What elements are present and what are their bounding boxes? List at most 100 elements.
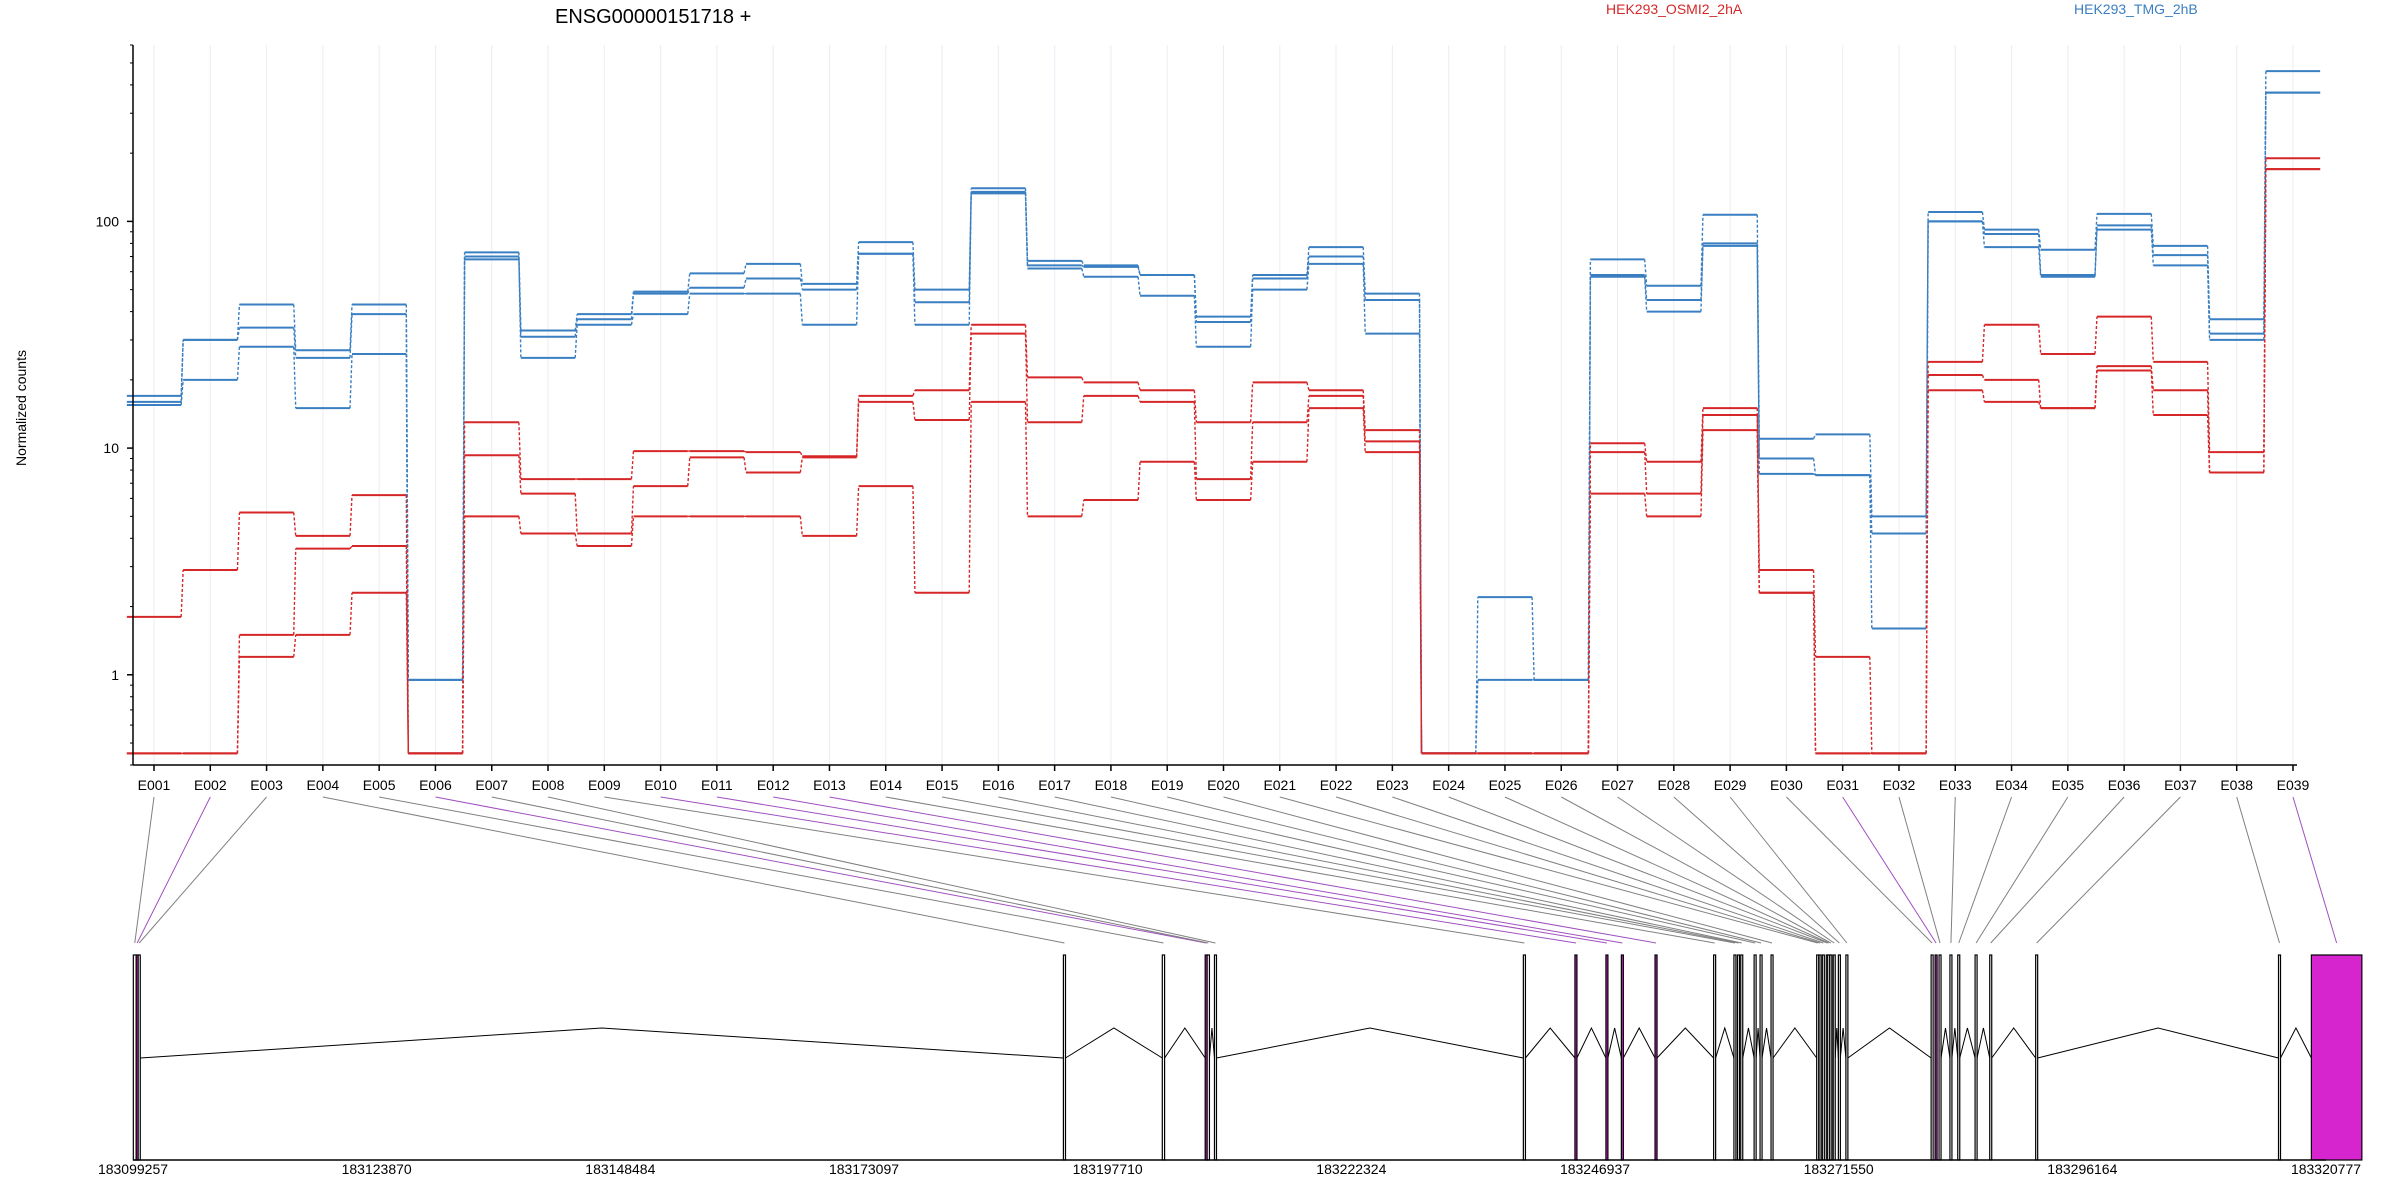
coordinate-tick-label: 183296164 bbox=[2047, 1161, 2117, 1177]
connector-segment bbox=[1643, 276, 1648, 312]
x-tick-label-E001: E001 bbox=[138, 777, 171, 793]
connector-segment bbox=[1981, 374, 1986, 381]
exon-connector-E023 bbox=[1392, 796, 1824, 944]
connector-segment bbox=[1362, 256, 1366, 301]
connector-segment bbox=[1137, 395, 1141, 403]
connector-segment bbox=[2206, 265, 2211, 340]
gene-model: 183099257 183123870 183148484 183173097 1831… bbox=[98, 954, 2363, 1177]
exon-connector-E013 bbox=[829, 796, 1657, 944]
exon-connector-E027 bbox=[1617, 796, 1835, 944]
connector-segment bbox=[1306, 382, 1310, 391]
connector-segment bbox=[630, 451, 635, 480]
exon-connector-E020 bbox=[1223, 796, 1773, 944]
x-tick-label-E038: E038 bbox=[2220, 777, 2253, 793]
coordinate-tick-label: 183271550 bbox=[1804, 1161, 1874, 1177]
connector-segment bbox=[1700, 414, 1704, 494]
x-tick-label-E025: E025 bbox=[1489, 777, 1522, 793]
connector-segment bbox=[293, 304, 297, 351]
connector-segment bbox=[2094, 370, 2098, 409]
x-tick-label-E026: E026 bbox=[1545, 777, 1578, 793]
connector-segment bbox=[1081, 264, 1085, 268]
connector-segment bbox=[574, 324, 578, 358]
exon-connector-E004 bbox=[322, 796, 1065, 944]
exon-box-26 bbox=[1829, 954, 1833, 1161]
intron bbox=[1761, 1027, 1772, 1059]
x-tick-label-E003: E003 bbox=[250, 777, 283, 793]
exon-connector-E030 bbox=[1786, 796, 1933, 944]
connector-segment bbox=[1249, 422, 1254, 480]
exon-box-38 bbox=[2277, 954, 2282, 1161]
intron bbox=[1576, 1026, 1607, 1059]
x-tick-label-E013: E013 bbox=[813, 777, 846, 793]
connector-segment bbox=[855, 486, 860, 536]
connector-segment bbox=[349, 314, 353, 358]
y-tick-label-1: 1 bbox=[111, 667, 119, 683]
legend-item-osmi2: HEK293_OSMI2_2hA bbox=[1606, 1, 1743, 17]
connector-segment bbox=[405, 592, 410, 754]
connector-segment bbox=[1869, 475, 1873, 629]
exon-connector-E036 bbox=[1990, 796, 2125, 944]
intron bbox=[1065, 1027, 1163, 1059]
connector-segment bbox=[1306, 263, 1310, 290]
exon-connector-E033 bbox=[1950, 796, 1956, 944]
connector-segment bbox=[1362, 247, 1366, 294]
coordinate-tick-label: 183320777 bbox=[2291, 1161, 2361, 1177]
connector-segment bbox=[518, 422, 522, 480]
connector-segment bbox=[743, 263, 747, 274]
connector-segment bbox=[1306, 395, 1310, 423]
connector-segment bbox=[855, 253, 860, 290]
coordinate-tick-label: 183197710 bbox=[1073, 1161, 1143, 1177]
x-tick-label-E034: E034 bbox=[1995, 777, 2028, 793]
intron bbox=[1715, 1026, 1735, 1059]
exon-box-29 bbox=[1845, 954, 1849, 1161]
coordinate-tick-label: 183173097 bbox=[829, 1161, 899, 1177]
connector-segment bbox=[2094, 229, 2098, 277]
x-tick-label-E024: E024 bbox=[1432, 777, 1465, 793]
connector-segment bbox=[293, 512, 297, 536]
x-tick-label-E022: E022 bbox=[1320, 777, 1353, 793]
connector-segment bbox=[236, 656, 241, 754]
exon-connector-E035 bbox=[1975, 796, 2069, 944]
intron bbox=[2037, 1027, 2279, 1059]
x-tick-label-E010: E010 bbox=[644, 777, 677, 793]
connector-segment bbox=[687, 287, 691, 294]
connector-segment bbox=[799, 451, 803, 457]
intron bbox=[1164, 1027, 1206, 1059]
connector-segment bbox=[799, 278, 804, 290]
connector-segment bbox=[1587, 493, 1592, 754]
y-tick-label-10: 10 bbox=[103, 440, 119, 456]
connector-segment bbox=[912, 401, 916, 421]
connector-segment bbox=[1418, 452, 1423, 754]
connector-segment bbox=[1306, 408, 1310, 462]
connector-segment bbox=[1475, 597, 1479, 754]
exon-box-13 bbox=[1654, 954, 1658, 1161]
connector-segment bbox=[1812, 569, 1817, 657]
intron bbox=[1622, 1026, 1656, 1059]
connector-segment bbox=[2094, 225, 2098, 276]
exon-box-4 bbox=[1062, 954, 1067, 1161]
exon-connector-E021 bbox=[1279, 796, 1818, 944]
connector-segment bbox=[236, 346, 241, 380]
intron bbox=[1839, 1027, 1847, 1059]
axes: 1 10 100 E001 E002 E003 E004 E005 E006 E007 E008 E0… bbox=[96, 44, 2310, 793]
x-tick-label-E009: E009 bbox=[588, 777, 621, 793]
exon-connector-E011 bbox=[716, 796, 1607, 944]
exon-box-11 bbox=[1605, 954, 1609, 1161]
connector-segment bbox=[1193, 461, 1198, 501]
connector-segment bbox=[574, 493, 578, 534]
exon-connector-E038 bbox=[2236, 796, 2280, 944]
connector-segment bbox=[1812, 458, 1817, 476]
series-6 bbox=[126, 168, 2321, 755]
connector-segment bbox=[461, 516, 466, 754]
x-tick-label-E008: E008 bbox=[532, 777, 565, 793]
connector-segment bbox=[1643, 493, 1648, 517]
connector-segment bbox=[1306, 256, 1310, 279]
exon-connector-E037 bbox=[2036, 796, 2181, 944]
connector-segment bbox=[574, 319, 578, 337]
intron bbox=[1772, 1027, 1818, 1059]
connector-segment bbox=[968, 401, 972, 593]
connector-segment bbox=[1869, 656, 1873, 754]
exon-connector-E039 bbox=[2292, 796, 2338, 944]
connector-segment bbox=[1981, 211, 1986, 230]
connector-segment bbox=[1700, 408, 1704, 462]
